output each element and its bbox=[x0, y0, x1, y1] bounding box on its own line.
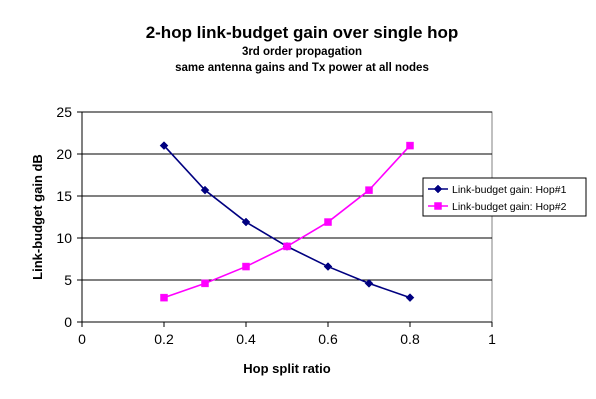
y-tick-label: 20 bbox=[56, 146, 72, 162]
y-tick-label: 5 bbox=[64, 272, 72, 288]
data-point bbox=[365, 186, 373, 194]
x-axis-label: Hop split ratio bbox=[243, 361, 330, 376]
legend-box bbox=[422, 177, 587, 217]
legend-marker bbox=[434, 202, 442, 210]
data-point bbox=[283, 242, 291, 251]
x-tick-label: 1 bbox=[488, 331, 496, 347]
legend-label: Link-budget gain: Hop#1 bbox=[452, 184, 567, 196]
x-tick-label: 0.6 bbox=[318, 331, 338, 347]
chart-subtitle-line-2: same antenna gains and Tx power at all n… bbox=[175, 62, 429, 74]
axes: 0 5 10 15 20 25 0 0.2 0.4 0.6 0.8 1 bbox=[56, 104, 496, 347]
x-tick-label: 0.4 bbox=[236, 331, 256, 347]
legend-marker bbox=[433, 184, 443, 194]
data-point bbox=[405, 293, 415, 302]
x-tick-label: 0.8 bbox=[400, 331, 420, 347]
legend: Link-budget gain: Hop#1 Link-budget gain:… bbox=[422, 177, 587, 217]
data-point bbox=[160, 293, 168, 302]
data-point bbox=[323, 262, 333, 271]
y-axis-label: Link-budget gain dB bbox=[30, 154, 45, 280]
gridlines bbox=[82, 111, 492, 281]
plot-area bbox=[81, 111, 493, 323]
data-point bbox=[201, 279, 209, 288]
x-tick-label: 0.2 bbox=[154, 331, 174, 347]
data-point bbox=[241, 217, 251, 227]
data-point bbox=[200, 185, 210, 195]
series bbox=[159, 141, 415, 302]
y-tick-label: 15 bbox=[56, 188, 72, 204]
y-tick-label: 25 bbox=[56, 104, 72, 120]
data-point bbox=[324, 218, 332, 226]
y-tick-label: 10 bbox=[56, 230, 72, 246]
x-tick-label: 0 bbox=[78, 331, 86, 347]
data-point bbox=[406, 141, 414, 150]
chart-subtitle-line-1: 3rd order propagation bbox=[242, 46, 362, 58]
legend-label: Link-budget gain: Hop#2 bbox=[452, 201, 567, 213]
data-point bbox=[364, 279, 374, 288]
y-tick-label: 0 bbox=[64, 314, 72, 330]
data-point bbox=[159, 141, 169, 150]
chart-title: 2-hop link-budget gain over single hop bbox=[146, 23, 459, 42]
data-point bbox=[242, 262, 250, 271]
